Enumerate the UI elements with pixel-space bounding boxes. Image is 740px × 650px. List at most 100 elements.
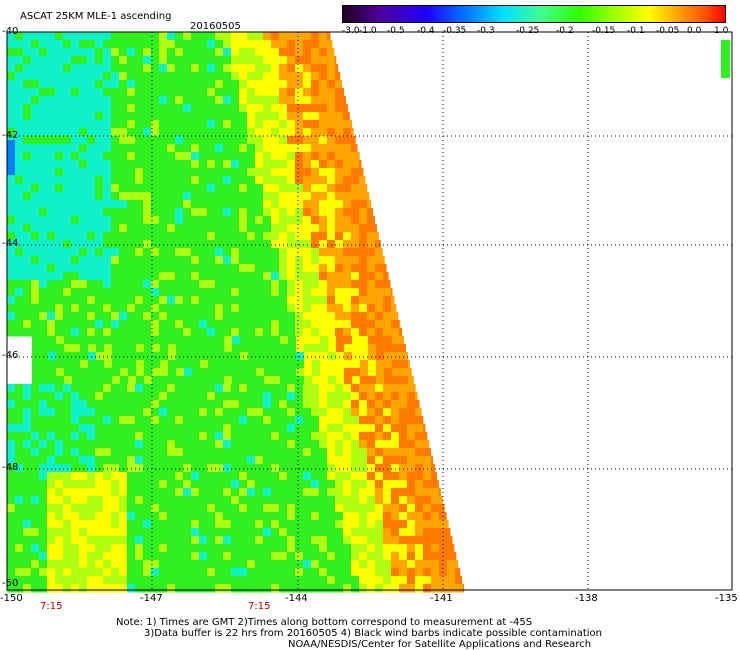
swath-cell	[327, 544, 336, 553]
swath-cell	[215, 496, 224, 505]
swath-cell	[47, 328, 56, 337]
swath-cell	[135, 168, 144, 177]
swath-cell	[335, 416, 344, 425]
swath-cell	[240, 360, 249, 369]
swath-cell	[303, 328, 312, 337]
swath-cell	[7, 56, 16, 65]
swath-cell	[447, 544, 455, 553]
swath-cell	[303, 128, 312, 137]
swath-cell	[151, 56, 160, 65]
swath-cell	[351, 128, 354, 137]
swath-cell	[135, 128, 144, 137]
swath-cell	[111, 272, 120, 281]
swath-cell	[23, 176, 32, 185]
swath-cell	[31, 80, 40, 89]
swath-cell	[351, 568, 360, 577]
swath-cell	[71, 232, 80, 241]
swath-cell	[367, 272, 376, 281]
swath-cell	[135, 104, 144, 113]
swath-cell	[135, 312, 144, 321]
swath-cell	[279, 320, 288, 329]
swath-cell	[311, 32, 320, 41]
swath-cell	[95, 576, 104, 585]
swath-cell	[423, 424, 426, 433]
swath-cell	[167, 88, 176, 97]
swath-cell	[272, 360, 281, 369]
swath-cell	[159, 152, 168, 161]
swath-cell	[407, 536, 416, 545]
swath-cell	[55, 104, 64, 113]
swath-cell	[31, 464, 40, 473]
swath-cell	[111, 96, 120, 105]
swath-cell	[47, 200, 56, 209]
swath-cell	[359, 168, 364, 177]
swath-cell	[335, 456, 344, 465]
swath-cell	[303, 488, 312, 497]
swath-cell	[71, 488, 80, 497]
swath-cell	[7, 560, 16, 569]
swath-cell	[135, 160, 144, 169]
swath-cell	[247, 560, 256, 569]
swath-cell	[215, 488, 224, 497]
swath-cell	[351, 184, 360, 193]
swath-cell	[55, 544, 64, 553]
swath-cell	[31, 176, 40, 185]
swath-cell	[239, 400, 248, 409]
swath-cell	[135, 224, 144, 233]
swath-cell	[407, 464, 416, 473]
swath-cell	[256, 368, 265, 377]
swath-cell	[383, 328, 392, 337]
swath-cell	[55, 480, 64, 489]
swath-cell	[319, 64, 328, 73]
swath-cell	[255, 312, 264, 321]
swath-cell	[143, 88, 152, 97]
swath-cell	[47, 392, 56, 401]
swath-cell	[183, 88, 192, 97]
swath-cell	[79, 224, 88, 233]
swath-cell	[199, 56, 208, 65]
colorbar-label: -0.15	[592, 26, 616, 36]
swath-cell	[55, 296, 64, 305]
swath-cell	[255, 72, 264, 81]
swath-cell	[327, 80, 336, 89]
swath-cell	[159, 472, 168, 481]
swath-cell	[135, 440, 144, 449]
swath-cell	[151, 272, 160, 281]
swath-cell	[31, 224, 40, 233]
swath-cell	[199, 40, 208, 49]
swath-cell	[191, 80, 200, 89]
swath-cell	[327, 584, 336, 593]
swath-cell	[183, 320, 192, 329]
swath-cell	[128, 344, 137, 353]
swath-cell	[31, 144, 40, 153]
swath-cell	[383, 384, 392, 393]
swath-cell	[320, 352, 329, 361]
swath-cell	[335, 496, 344, 505]
swath-cell	[215, 408, 224, 417]
swath-cell	[255, 544, 264, 553]
swath-cell	[199, 112, 208, 121]
swath-cell	[335, 104, 344, 113]
swath-cell	[23, 160, 32, 169]
swath-cell	[143, 144, 152, 153]
swath-cell	[23, 280, 32, 289]
swath-cell	[279, 280, 288, 289]
swath-cell	[351, 120, 352, 129]
swath-cell	[311, 208, 320, 217]
swath-cell	[399, 504, 408, 513]
swath-cell	[79, 40, 88, 49]
swath-cell	[39, 32, 48, 41]
swath-cell	[423, 576, 432, 585]
swath-cell	[263, 288, 272, 297]
swath-cell	[199, 184, 208, 193]
swath-cell	[79, 328, 88, 337]
swath-cell	[103, 120, 112, 129]
swath-cell	[239, 128, 248, 137]
swath-cell	[223, 272, 232, 281]
swath-cell	[199, 144, 208, 153]
swath-cell	[167, 512, 176, 521]
swath-cell	[48, 352, 57, 361]
swath-cell	[103, 432, 112, 441]
swath-cell	[96, 336, 105, 345]
swath-cell	[399, 400, 408, 409]
